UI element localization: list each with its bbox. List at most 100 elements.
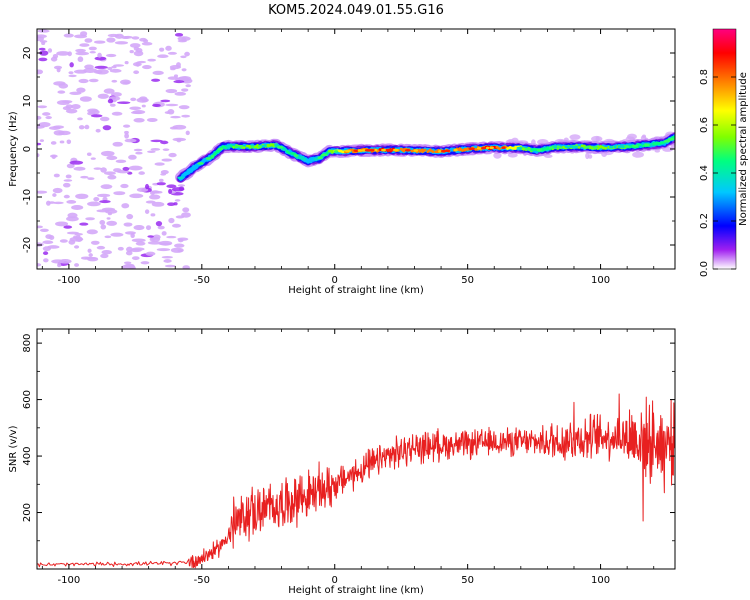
noise-blob	[74, 245, 80, 249]
noise-blob	[165, 45, 172, 51]
ridge-halo	[493, 152, 502, 159]
noise-blob	[141, 104, 146, 108]
noise-blob	[184, 51, 190, 57]
noise-blob	[167, 51, 178, 55]
ridge-core	[663, 140, 671, 143]
noise-blob	[67, 51, 72, 57]
noise-blob	[37, 29, 50, 33]
noise-blob	[88, 46, 97, 51]
noise-blob	[99, 200, 111, 204]
noise-blob	[175, 215, 185, 219]
ridge-core	[317, 156, 323, 159]
noise-blob	[79, 43, 90, 47]
ridge-segment	[285, 149, 291, 155]
noise-blob	[37, 69, 44, 75]
noise-blob	[73, 166, 86, 171]
noise-blob	[122, 81, 130, 85]
noise-blob	[159, 47, 165, 52]
noise-blob	[136, 187, 149, 192]
x-tick-label: -100	[58, 575, 81, 586]
noise-blob	[75, 48, 86, 53]
noise-blob	[177, 238, 184, 243]
noise-blob	[97, 193, 111, 198]
colorbar-tick-label: 0.2	[699, 213, 710, 229]
noise-blob	[45, 115, 52, 120]
noise-blob	[157, 225, 165, 230]
noise-blob	[37, 115, 42, 120]
ridge-core	[225, 145, 231, 148]
noise-blob	[115, 159, 127, 163]
noise-blob	[71, 103, 81, 110]
noise-blob	[154, 162, 165, 166]
ridge-segment	[421, 148, 427, 153]
noise-blob	[100, 167, 107, 173]
noise-blob	[87, 177, 95, 181]
noise-blob	[42, 251, 49, 256]
noise-blob	[77, 56, 84, 63]
ridge-core	[556, 145, 562, 149]
x-tick-label: 100	[591, 575, 610, 586]
noise-blob	[47, 245, 60, 249]
noise-blob	[63, 179, 73, 182]
noise-blob	[100, 150, 115, 157]
spectrogram-content	[37, 29, 675, 269]
noise-blob	[129, 265, 136, 269]
noise-blob	[102, 125, 112, 131]
noise-blob	[52, 187, 63, 194]
ridge-segment	[253, 143, 259, 149]
noise-blob	[103, 171, 116, 176]
ridge-segment	[189, 166, 196, 173]
noise-blob	[89, 109, 100, 115]
noise-blob	[142, 39, 149, 43]
noise-blob	[135, 151, 143, 155]
x-tick-label: 50	[461, 275, 474, 286]
y-tick-label: -10	[22, 189, 33, 205]
noise-blob	[150, 213, 156, 217]
noise-blob	[133, 70, 140, 75]
noise-blob	[63, 194, 70, 199]
noise-blob	[100, 224, 107, 230]
noise-blob	[151, 201, 165, 207]
noise-blob	[66, 200, 77, 204]
noise-blob	[128, 165, 143, 171]
noise-blob	[182, 265, 190, 269]
noise-blob	[185, 84, 192, 88]
noise-blob	[111, 65, 117, 69]
ridge-core	[468, 147, 475, 151]
noise-blob	[68, 74, 77, 78]
noise-blob	[168, 152, 177, 158]
colorbar: 0.0 0.2 0.4 0.6 0.8 Normalized spectral ampl…	[699, 28, 749, 277]
noise-blob	[167, 76, 179, 80]
noise-blob	[145, 225, 152, 231]
noise-blob	[51, 154, 56, 160]
noise-blob	[145, 183, 150, 190]
ridge-core	[572, 145, 579, 148]
noise-blob	[177, 76, 189, 81]
snr-x-ticks: -100 -50 0 50 100	[41, 329, 655, 586]
ridge-segment	[455, 147, 461, 152]
noise-blob	[38, 57, 48, 62]
snr-y-ticks: 200 400 600 800	[22, 334, 675, 542]
ridge-core	[257, 144, 263, 148]
ridge-core	[250, 145, 255, 148]
noise-blob	[167, 202, 176, 207]
noise-blob	[112, 141, 123, 147]
ridge-core	[617, 145, 621, 149]
noise-blob	[152, 70, 164, 76]
noise-blob	[50, 56, 58, 62]
noise-blob	[50, 141, 57, 145]
noise-blob	[124, 61, 129, 65]
noise-blob	[146, 117, 158, 122]
ridge-core	[392, 148, 399, 152]
noise-blob	[86, 152, 92, 156]
noise-blob	[129, 106, 142, 111]
noise-blob	[87, 257, 99, 262]
y-tick-label: 10	[22, 95, 33, 108]
noise-blob	[39, 139, 44, 143]
noise-blob	[66, 163, 75, 169]
noise-blob	[147, 58, 157, 62]
noise-blob	[101, 207, 116, 211]
x-tick-label: 0	[332, 275, 338, 286]
ridge-segment	[418, 148, 424, 153]
